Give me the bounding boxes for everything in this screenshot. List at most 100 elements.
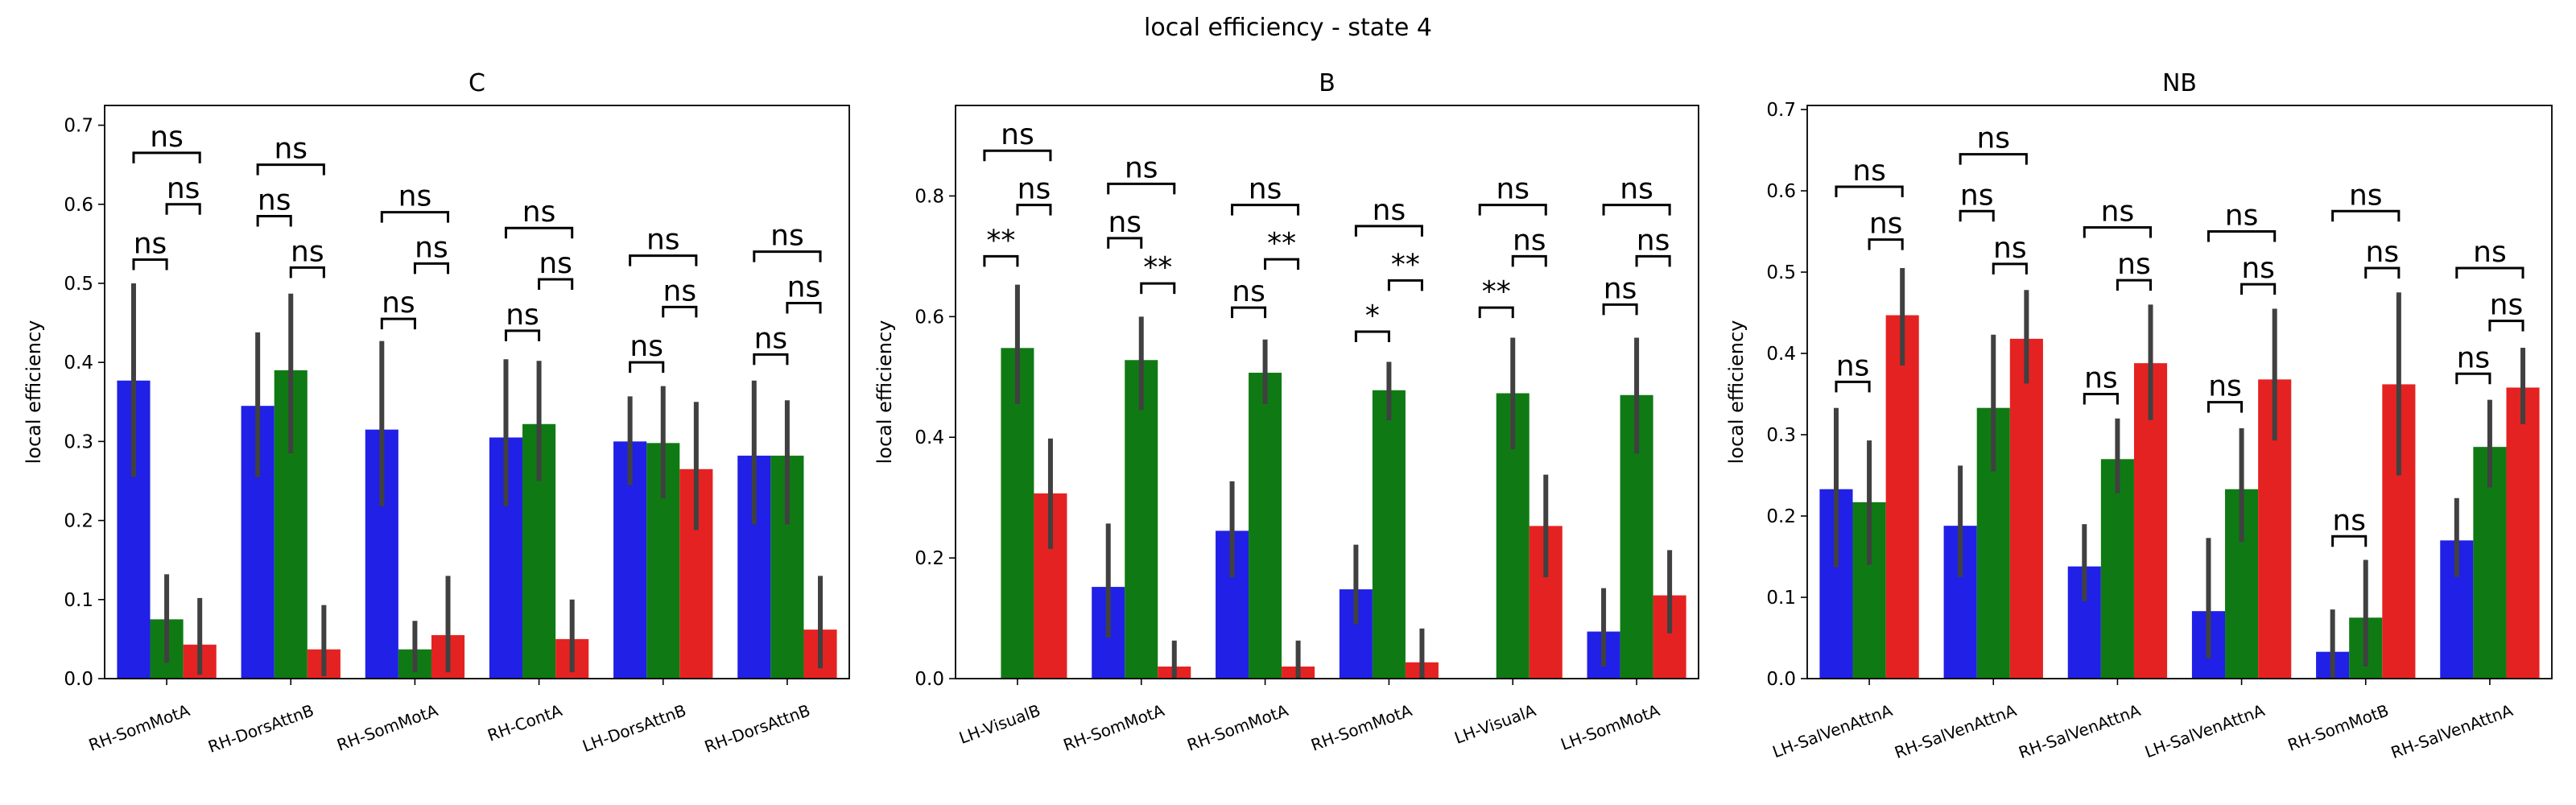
significance-label: ns xyxy=(1604,272,1637,305)
bar-green xyxy=(1249,373,1282,679)
significance-label: ns xyxy=(2366,236,2400,269)
significance-bracket xyxy=(2455,266,2524,279)
y-tick-label: 0.2 xyxy=(64,511,93,532)
y-tick-label: 0.3 xyxy=(64,431,93,452)
y-tick-label: 0.1 xyxy=(1766,588,1796,609)
significance-label: ns xyxy=(2225,200,2259,233)
significance-label: ns xyxy=(2349,179,2383,212)
bar-red xyxy=(2506,387,2540,679)
significance-label: ns xyxy=(1960,179,1994,212)
x-tick-label: RH-SomMotA xyxy=(1308,700,1414,755)
x-tick-label: RH-DorsAttnB xyxy=(702,700,813,757)
significance-label: ns xyxy=(1108,206,1141,239)
significance-label: ** xyxy=(1482,275,1511,308)
significance-label: ns xyxy=(167,172,200,205)
significance-label: ns xyxy=(134,228,167,261)
significance-bracket xyxy=(2207,401,2244,413)
significance-bracket xyxy=(983,254,1019,267)
x-tick-label: RH-SomMotA xyxy=(1184,700,1290,755)
y-tick-label: 0.5 xyxy=(1766,262,1796,283)
significance-label: ns xyxy=(1373,194,1406,227)
bar-green xyxy=(2100,459,2134,679)
significance-bracket xyxy=(2240,283,2277,295)
x-tick-label: RH-SalVenAttnA xyxy=(2388,700,2516,762)
y-tick-label: 0.3 xyxy=(1766,425,1796,446)
y-tick-label: 0.7 xyxy=(1766,100,1796,121)
significance-bracket xyxy=(1016,204,1052,216)
significance-bracket xyxy=(1835,185,1904,197)
panel-nb: NB local efficiency 0.0 0.1 0.2 0.3 0.4 0.5 0.6 0… xyxy=(1725,69,2553,762)
significance-bracket xyxy=(2116,279,2153,291)
significance-bracket xyxy=(165,203,201,215)
significance-bracket xyxy=(256,163,325,175)
significance-label: ns xyxy=(1852,155,1886,188)
significance-label: ns xyxy=(2101,195,2135,228)
significance-label: ns xyxy=(1620,173,1653,206)
significance-label: ns xyxy=(663,275,697,308)
y-tick-label: 0.1 xyxy=(64,590,93,611)
y-tick-label: 0.6 xyxy=(914,307,944,328)
significance-label: ns xyxy=(291,235,324,268)
significance-bracket xyxy=(1602,204,1671,216)
significance-bracket xyxy=(1602,303,1638,316)
significance-bracket xyxy=(1635,254,1671,267)
significance-label: ** xyxy=(986,224,1015,257)
axes-frame xyxy=(1806,105,2553,679)
significance-label: ns xyxy=(522,196,556,229)
significance-label: ns xyxy=(1993,232,2027,265)
significance-label: ns xyxy=(2473,236,2507,269)
significance-bracket xyxy=(2331,209,2401,222)
x-tick-label: LH-SalVenAttnA xyxy=(1770,700,1895,762)
subplot-title: C xyxy=(469,69,485,97)
x-tick-label: RH-SomMotA xyxy=(1061,700,1167,755)
axes-frame xyxy=(955,105,1699,679)
significance-bracket xyxy=(504,226,574,239)
significance-bracket xyxy=(2455,372,2491,385)
significance-label: ns xyxy=(770,220,804,253)
y-tick-label: 0.4 xyxy=(64,353,93,374)
significance-bracket xyxy=(132,151,201,163)
subplot-title: NB xyxy=(2162,69,2197,97)
bar-red xyxy=(1885,315,1919,679)
significance-bracket xyxy=(1868,238,1904,250)
significance-bracket xyxy=(1511,254,1547,267)
significance-label: ns xyxy=(150,121,184,154)
significance-bracket xyxy=(753,353,789,365)
significance-label: ns xyxy=(754,322,788,355)
y-axis-label: local efficiency xyxy=(873,320,896,464)
y-tick-label: 0.2 xyxy=(1766,506,1796,527)
significance-label: ns xyxy=(2241,252,2275,285)
significance-bracket xyxy=(413,262,450,275)
significance-label: ns xyxy=(2117,248,2151,281)
significance-label: ns xyxy=(274,133,308,166)
significance-label: * xyxy=(1365,299,1380,332)
bar-green xyxy=(1125,360,1158,679)
bar-green xyxy=(1372,390,1406,679)
y-tick-label: 0.0 xyxy=(1766,669,1796,690)
y-tick-label: 0.0 xyxy=(64,669,93,690)
significance-label: ns xyxy=(2084,362,2118,395)
significance-bracket xyxy=(2331,535,2368,547)
x-tick-label: RH-SomMotB xyxy=(2285,700,2392,755)
figure-title: local efficiency - state 4 xyxy=(1144,14,1432,42)
significance-label: ** xyxy=(1391,248,1420,281)
x-tick-label: LH-SomMotA xyxy=(1558,700,1663,754)
significance-label: ns xyxy=(2208,370,2242,403)
significance-bracket xyxy=(1264,258,1300,270)
y-axis-label: local efficiency xyxy=(1725,320,1748,464)
x-tick-label: RH-DorsAttnB xyxy=(205,700,316,757)
y-tick-label: 0.5 xyxy=(64,274,93,295)
significance-bracket xyxy=(1231,204,1300,216)
bar-red xyxy=(2009,338,2043,679)
significance-bracket xyxy=(1354,225,1423,237)
x-tick-label: RH-ContA xyxy=(485,700,564,745)
significance-label: ns xyxy=(1001,118,1034,151)
significance-bracket xyxy=(1959,153,2028,165)
significance-bracket xyxy=(380,211,450,223)
y-tick-label: 0.6 xyxy=(64,195,93,216)
significance-bracket xyxy=(1478,306,1514,319)
significance-bracket xyxy=(538,278,574,291)
significance-bracket xyxy=(1959,209,1995,222)
